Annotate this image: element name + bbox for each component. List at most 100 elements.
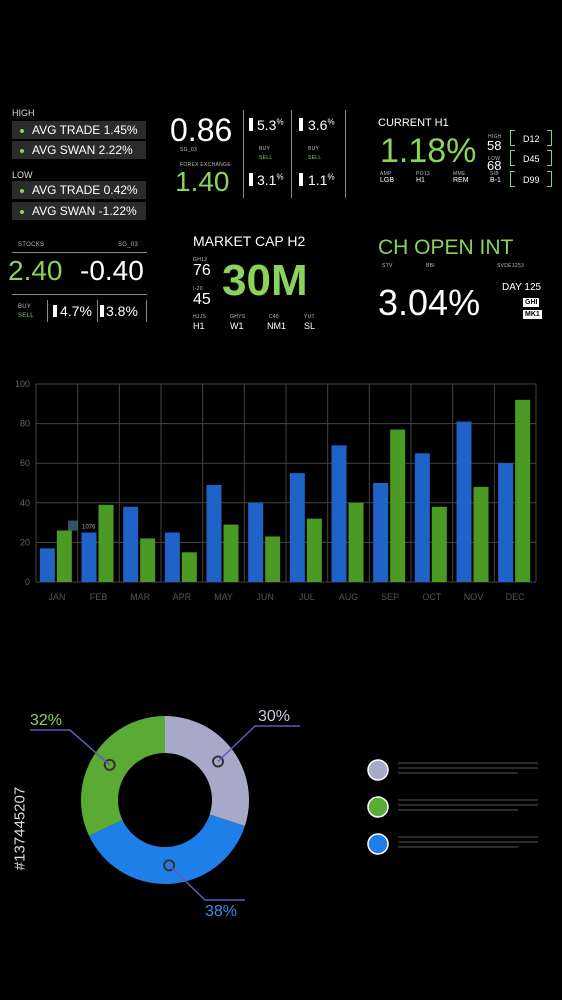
leader-dot bbox=[211, 755, 224, 768]
bar-nov-s1 bbox=[456, 421, 472, 582]
bar-mar-s2 bbox=[140, 538, 156, 582]
bar-aug-s2 bbox=[348, 502, 364, 582]
donut-legend bbox=[367, 759, 538, 855]
value-140: 1.40 bbox=[175, 166, 230, 197]
mid-p3: 3.1% bbox=[257, 172, 284, 188]
bar-chart: 0 20 40 60 80 100 JAN FEB MAR APR MAY JUN JUL AUG SEP O… bbox=[15, 379, 537, 602]
bar-jun-s1 bbox=[248, 502, 264, 582]
stocks-buy: BUY bbox=[18, 304, 32, 310]
legend-text-line bbox=[398, 841, 538, 843]
cur-col3-top: MME bbox=[453, 171, 466, 177]
cur-col2-bot: H1 bbox=[416, 177, 425, 184]
market-76: 76 bbox=[193, 262, 211, 279]
mk-col3-top: C45 bbox=[269, 314, 280, 320]
mid-p1: 5.3% bbox=[257, 117, 284, 133]
stocks-value-1: 2.40 bbox=[8, 255, 63, 286]
leader-line bbox=[30, 729, 111, 766]
leader-dot bbox=[163, 859, 176, 872]
mk-col1-top: HJJS bbox=[193, 314, 207, 320]
cur-col2-top: PO13 bbox=[416, 171, 430, 177]
x-tick-label: FEB bbox=[90, 592, 108, 602]
x-tick-label: SEP bbox=[381, 592, 399, 602]
donut-slice-32 bbox=[81, 716, 165, 836]
x-tick-label: AUG bbox=[339, 592, 359, 602]
ch-open-int-title: CH OPEN INT bbox=[378, 236, 514, 259]
bar-dec-s1 bbox=[498, 463, 514, 582]
mk-col4-bot: SL bbox=[304, 321, 316, 331]
ch-stv: STV bbox=[382, 263, 393, 269]
y-tick-label: 20 bbox=[20, 537, 30, 547]
code-d45: D45 bbox=[523, 154, 540, 164]
ch-day: DAY 125 bbox=[502, 282, 542, 293]
mk-col4-top: YUT bbox=[304, 314, 315, 320]
legend-text-line bbox=[398, 799, 538, 801]
bar-may-s1 bbox=[206, 484, 222, 582]
leader-dot bbox=[103, 758, 116, 771]
avg-trade-high: AVG TRADE 1.45% bbox=[12, 121, 146, 139]
y-tick-label: 0 bbox=[25, 577, 30, 587]
bar-dec-s2 bbox=[515, 399, 531, 582]
mk-col3-bot: NM1 bbox=[267, 321, 287, 331]
avg-swan-low: AVG SWAN -1.22% bbox=[12, 202, 146, 220]
current-low-value: 68 bbox=[487, 158, 502, 173]
x-tick-label: DEC bbox=[506, 592, 526, 602]
value-086: 0.86 bbox=[170, 112, 233, 148]
donut-label-32: 32% bbox=[30, 712, 62, 729]
ch-svde: SVDE1253 bbox=[497, 263, 525, 269]
legend-swatch bbox=[367, 759, 389, 781]
cur-col4-bot: B-1 bbox=[490, 177, 501, 184]
bar-jul-s1 bbox=[289, 473, 305, 582]
mid-p4: 1.1% bbox=[308, 172, 335, 188]
mid-buy: BUY bbox=[259, 146, 271, 152]
y-tick-label: 60 bbox=[20, 458, 30, 468]
sg03-label: SG_03 bbox=[180, 147, 198, 153]
bar-oct-s1 bbox=[414, 453, 430, 582]
stocks-code: SG_03 bbox=[118, 242, 139, 248]
current-high-label: HIGH bbox=[488, 134, 502, 140]
code-d12: D12 bbox=[523, 134, 540, 144]
ch-ghi-badge: GHI bbox=[523, 298, 540, 307]
mk-col1-bot: H1 bbox=[193, 321, 205, 331]
bar-sep-s2 bbox=[390, 429, 406, 582]
donut-label-38: 38% bbox=[205, 903, 237, 920]
cur-col4-top: SIB bbox=[490, 171, 499, 177]
bar-apr-s2 bbox=[181, 552, 197, 582]
market-gh12: GH12 bbox=[193, 257, 208, 263]
bar-jan-s1 bbox=[39, 548, 55, 582]
donut-slice-38 bbox=[88, 814, 245, 884]
code-d99: D99 bbox=[523, 175, 540, 185]
mid-buy-2: BUY bbox=[308, 146, 320, 152]
x-tick-label: JAN bbox=[48, 592, 65, 602]
cur-col1-bot: LGB bbox=[380, 177, 395, 184]
legend-swatch bbox=[367, 833, 389, 855]
current-h1-title: CURRENT H1 bbox=[378, 117, 449, 129]
bar-mar-s1 bbox=[123, 506, 139, 582]
forex-label: FOREX EXCHANGE bbox=[180, 162, 231, 168]
bar-feb-s2 bbox=[98, 504, 114, 582]
legend-text-line bbox=[398, 836, 538, 838]
stocks-pct-2: 3.8% bbox=[106, 303, 138, 319]
legend-text-line bbox=[398, 846, 518, 848]
x-tick-label: MAR bbox=[130, 592, 151, 602]
high-label: HIGH bbox=[12, 108, 35, 118]
x-tick-label: OCT bbox=[422, 592, 442, 602]
current-low-label: LOW bbox=[488, 156, 501, 162]
bar-nov-s2 bbox=[473, 486, 489, 582]
mk-col2-bot: W1 bbox=[230, 321, 244, 331]
legend-text-line bbox=[398, 772, 518, 774]
x-tick-label: NOV bbox=[464, 592, 484, 602]
bar-sep-s1 bbox=[373, 483, 389, 582]
ch-open-value: 3.04% bbox=[378, 282, 481, 323]
legend-text-line bbox=[398, 809, 518, 811]
stocks-value-2: -0.40 bbox=[80, 255, 144, 286]
legend-swatch bbox=[367, 796, 389, 818]
donut-chart: 30% 38% 32% bbox=[30, 708, 300, 920]
x-tick-label: JUL bbox=[299, 592, 315, 602]
stocks-sell: SELL bbox=[18, 313, 34, 319]
y-tick-label: 40 bbox=[20, 498, 30, 508]
cur-col1-top: AMP bbox=[380, 171, 392, 177]
bar-feb-s1 bbox=[81, 532, 97, 582]
x-tick-label: APR bbox=[173, 592, 192, 602]
bar-aug-s1 bbox=[331, 445, 347, 582]
avg-trade-low: AVG TRADE 0.42% bbox=[12, 181, 146, 199]
